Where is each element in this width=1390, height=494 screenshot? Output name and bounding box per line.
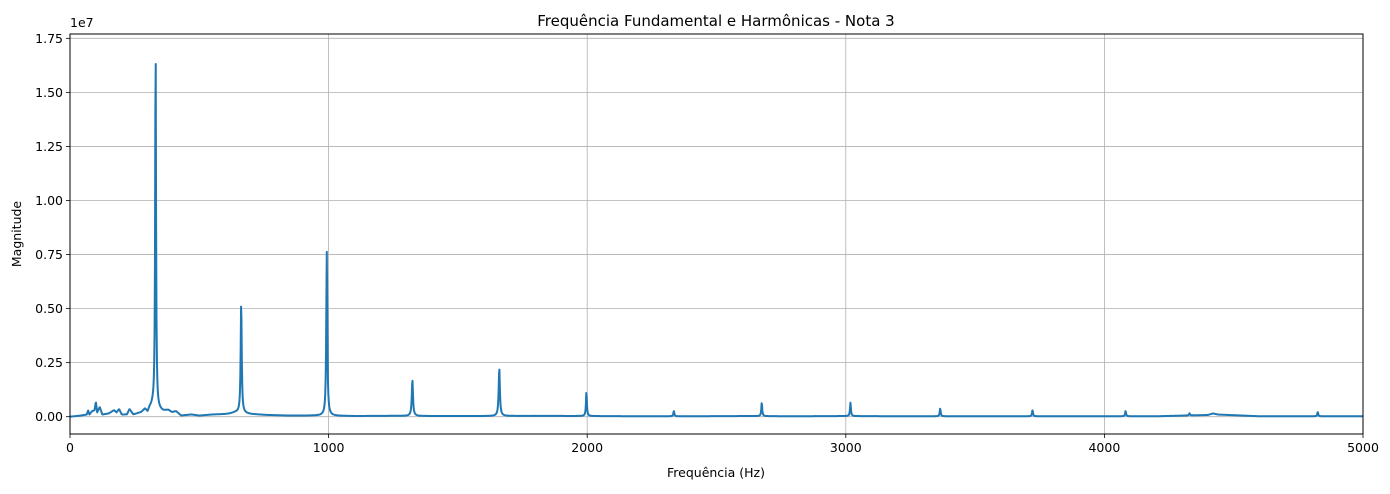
y-scale-label: 1e7 xyxy=(70,15,94,30)
y-tick-label: 1.75 xyxy=(35,31,63,46)
x-axis-label: Frequência (Hz) xyxy=(667,465,765,480)
y-tick-label: 0.75 xyxy=(35,247,63,262)
y-tick-label: 1.00 xyxy=(35,193,63,208)
x-tick-label: 4000 xyxy=(1088,440,1120,455)
x-tick-label: 3000 xyxy=(830,440,862,455)
x-tick-label: 5000 xyxy=(1347,440,1379,455)
y-tick-label: 1.25 xyxy=(35,139,63,154)
chart-title: Frequência Fundamental e Harmônicas - No… xyxy=(537,12,894,30)
y-tick-label: 0.50 xyxy=(35,301,63,316)
y-tick-label: 0.00 xyxy=(35,409,63,424)
x-tick-label: 1000 xyxy=(313,440,345,455)
x-tick-label: 2000 xyxy=(571,440,603,455)
y-axis-label: Magnitude xyxy=(9,201,24,268)
y-tick-label: 1.50 xyxy=(35,85,63,100)
y-tick-label: 0.25 xyxy=(35,355,63,370)
x-tick-label: 0 xyxy=(66,440,74,455)
